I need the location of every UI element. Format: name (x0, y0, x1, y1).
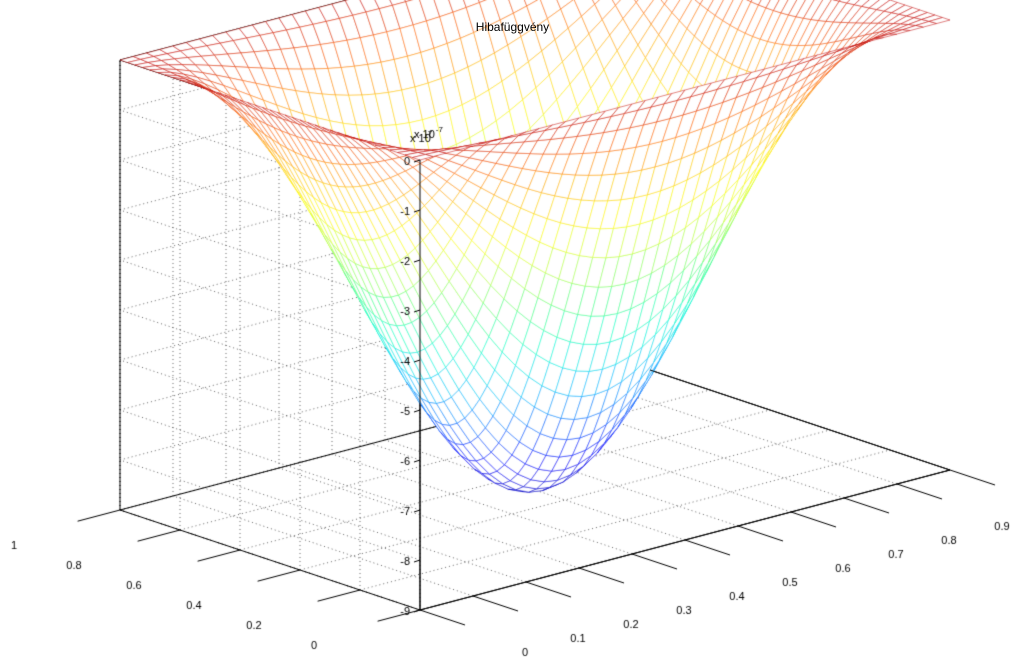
plot-title: Hibafüggvény (0, 20, 1025, 34)
surface-plot-canvas (0, 0, 1025, 664)
